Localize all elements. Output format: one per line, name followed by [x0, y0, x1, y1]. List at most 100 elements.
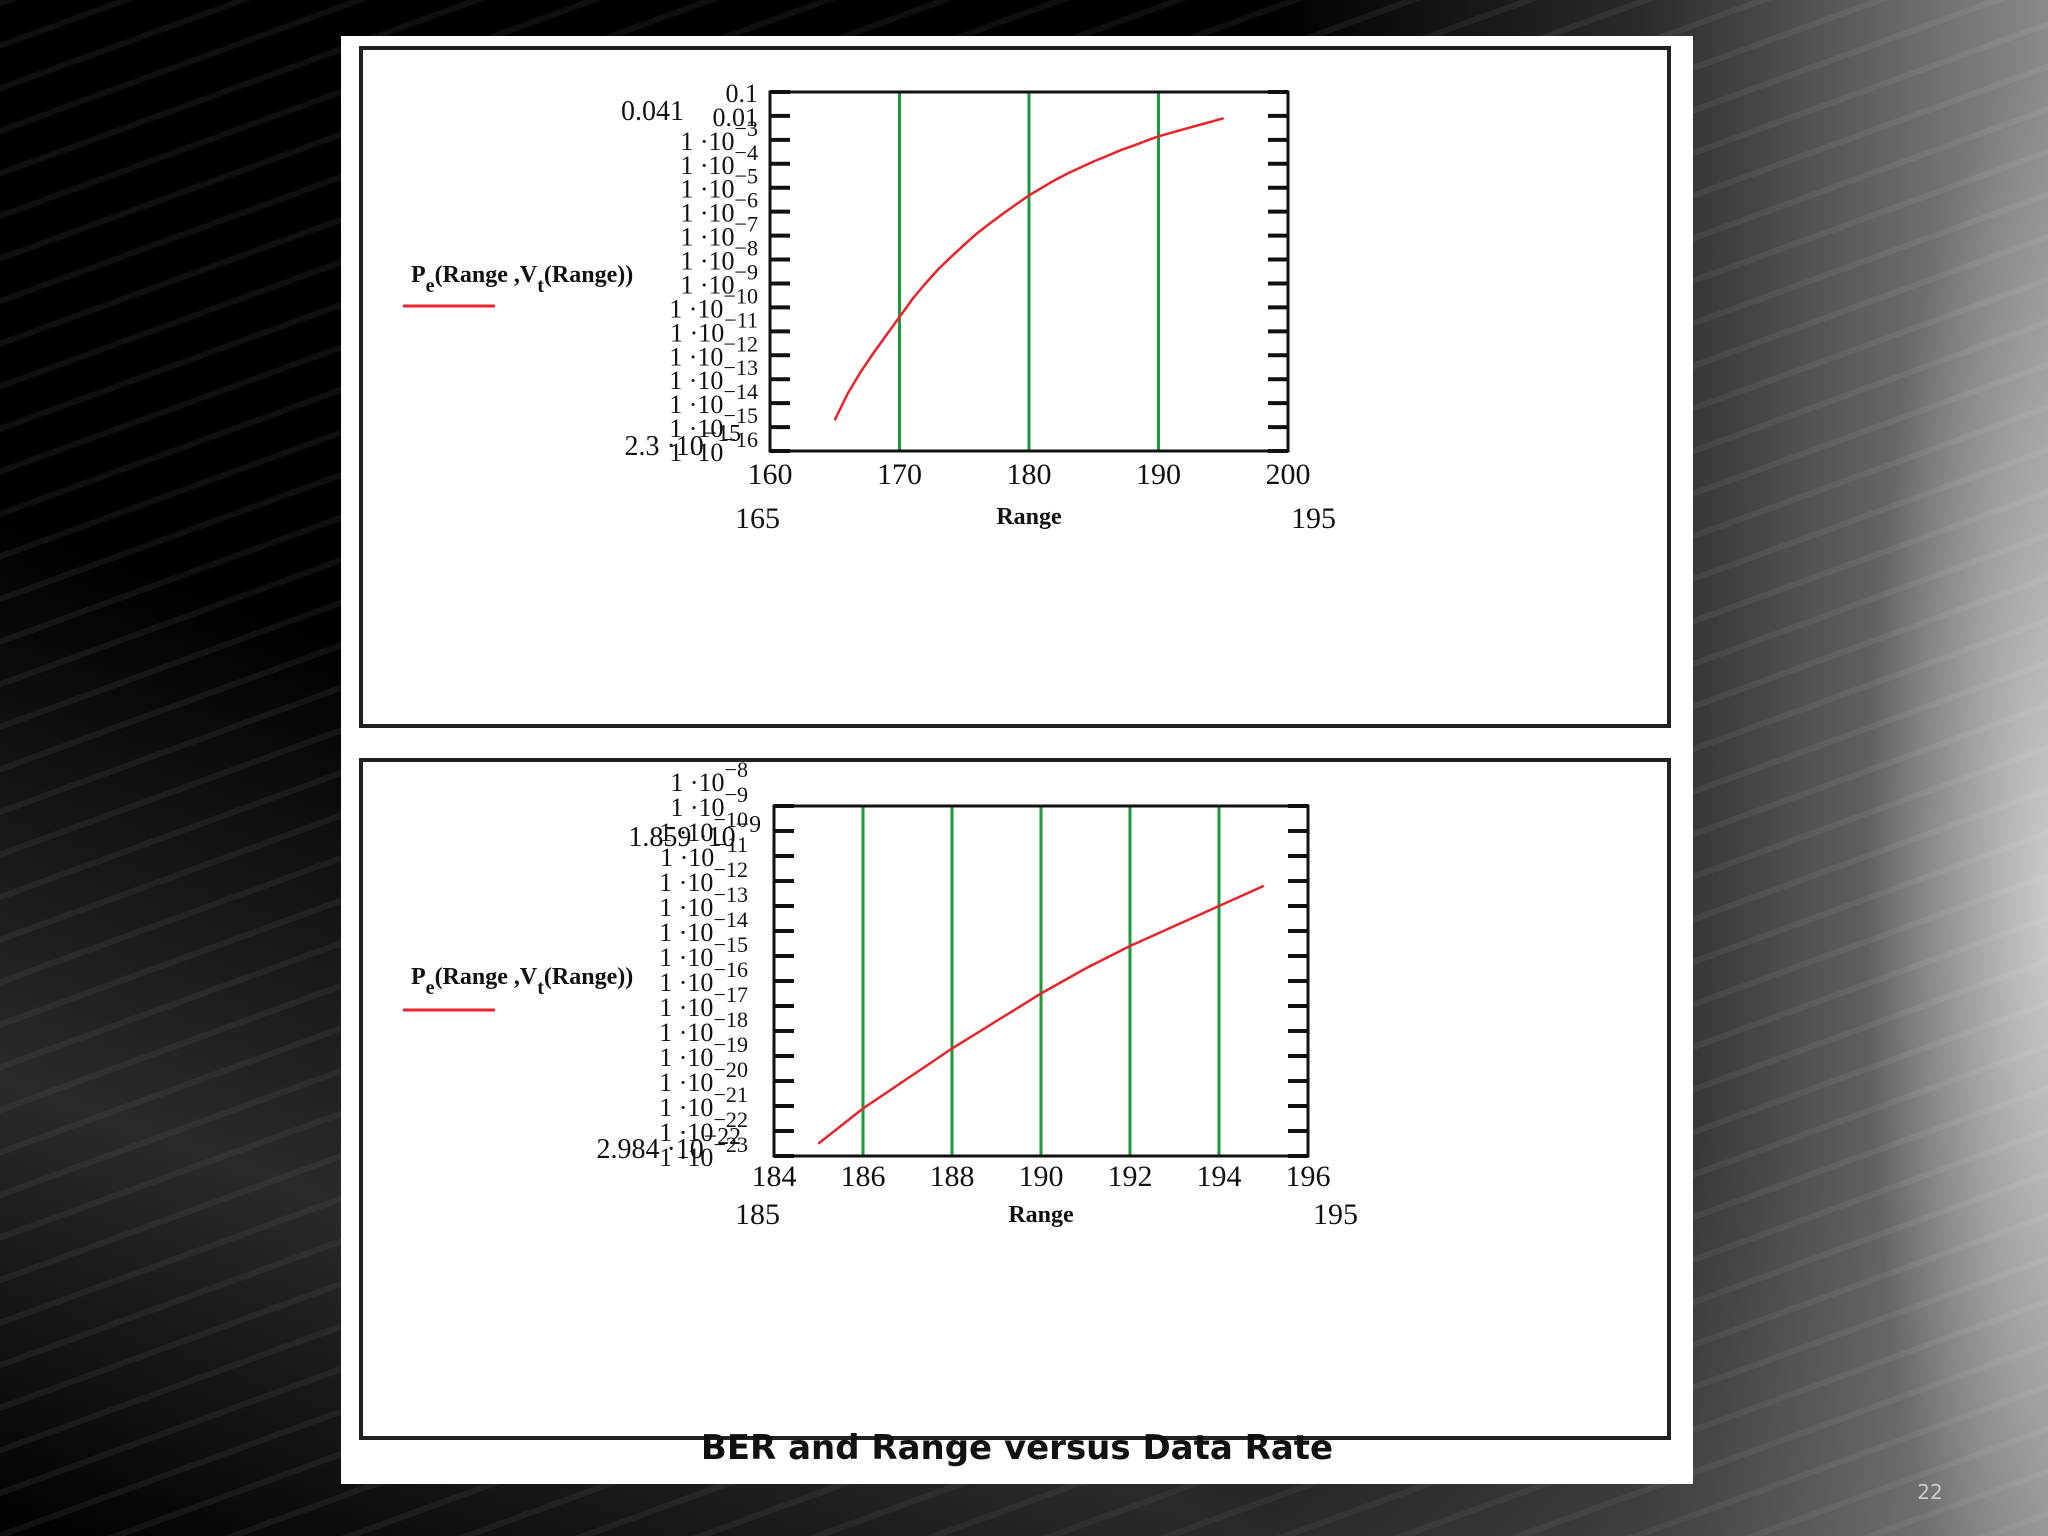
series-point [898, 316, 901, 318]
y-tick-label: 1 ·10−6 [680, 188, 758, 228]
x-min-readout: 185 [735, 1198, 780, 1231]
series-point [1157, 135, 1160, 138]
y-tick-label: 1 ·10−15 [659, 932, 748, 972]
series-point [937, 268, 940, 270]
series-point [911, 298, 914, 300]
series-point [846, 392, 849, 395]
figure-panel: 0.1 0.01 1 ·10−3 1 ·10−4 1 ·10−5 1 ·10−6 1 ·10… [341, 36, 1693, 1484]
series-point [1015, 203, 1017, 206]
y-tick-label: 1 ·10−9 [670, 782, 748, 822]
series-point [1218, 905, 1220, 907]
ber-range-chart-1: 0.1 0.01 1 ·10−3 1 ·10−4 1 ·10−5 1 ·10−6 1 ·10… [359, 46, 1671, 728]
y-min-readout: 2.984 ·10−22 [596, 1124, 741, 1165]
chart-1-svg: 0.10.011 ·10−31 ·10−41 ·10−51 ·10−6 1 ·10… [403, 79, 1336, 535]
series-point [862, 1107, 864, 1110]
x-axis-label: Range [996, 504, 1062, 530]
y-tick-label: 1 ·10−8 [680, 236, 758, 276]
x-tick-label: 190 [1019, 1160, 1064, 1193]
x-max-readout: 195 [1313, 1198, 1358, 1231]
y-max-readout: 0.041 [621, 96, 684, 127]
y-axis-label: Pe(Range ,Vt(Range)) [411, 964, 633, 999]
y-tick-label: 1 ·10−3 [680, 116, 758, 156]
y-tick-label: 1 ·10−17 [659, 982, 748, 1022]
x-tick-label: 180 [1007, 458, 1052, 491]
series-point [1262, 885, 1265, 887]
x-min-readout: 165 [735, 502, 780, 535]
x-tick-label: 190 [1136, 458, 1181, 491]
y-tick-label: 0.1 [726, 79, 759, 108]
series-point [1173, 925, 1176, 927]
slide-number: 22 [1917, 1480, 1943, 1504]
series-point [1041, 186, 1043, 189]
y-min-readout: 2.3 ·10−15 [624, 421, 741, 462]
y-tick-label: 1 ·10−19 [659, 1032, 748, 1072]
series-point [1129, 945, 1131, 947]
series-point [1196, 124, 1199, 127]
y-tick-label: 1 ·10−15 [669, 403, 758, 443]
x-tick-label: 188 [930, 1160, 975, 1193]
x-max-readout: 195 [1291, 502, 1336, 535]
y-tick-label: 0.01 [713, 103, 759, 132]
series-point [989, 222, 991, 224]
series-point [1170, 131, 1173, 134]
series-point [973, 1033, 976, 1036]
series-point [885, 334, 888, 336]
series-point [951, 1047, 953, 1050]
y-axis-label: Pe(Range ,Vt(Range)) [411, 262, 633, 297]
series-point [1054, 179, 1056, 181]
y-tick-label: 1 ·10−4 [680, 140, 758, 180]
series-point [1144, 140, 1147, 142]
x-tick-label: 170 [877, 458, 922, 491]
series-point [872, 352, 875, 354]
y-tick-label: 1 ·10−13 [669, 355, 758, 395]
series-point [817, 1142, 820, 1145]
series-point [839, 1125, 842, 1127]
series-point [1183, 128, 1186, 130]
y-tick-label: 1 ·10−5 [680, 164, 758, 204]
y-tick-label: 1 ·10−22 [659, 1107, 748, 1147]
y-tick-label: 1 ·10−14 [659, 907, 748, 947]
x-tick-label: 192 [1108, 1160, 1153, 1193]
y-tick-label: 1 ·10−9 [680, 259, 758, 299]
series-point [859, 371, 862, 373]
x-tick-label: 194 [1197, 1160, 1242, 1193]
y-tick-label: 1 ·10−18 [659, 1007, 748, 1047]
series-point [1080, 166, 1082, 169]
y-tick-label: 1 ·10−20 [659, 1057, 748, 1097]
series-point [1118, 149, 1121, 152]
plot-frame [768, 90, 1290, 453]
series-point [884, 1092, 887, 1095]
y-tick-label: 1 ·10−10 [669, 283, 758, 323]
series-point [1151, 935, 1154, 937]
y-tick-label: 1 ·10−12 [669, 331, 758, 371]
series-point [833, 419, 836, 421]
y-tick-label: 1 ·10−21 [659, 1082, 748, 1122]
series-point [1105, 155, 1108, 157]
x-tick-label: 160 [748, 458, 793, 491]
y-tick-label: 1 ·10−12 [659, 857, 748, 897]
y-tick-label: 1 ·10−13 [659, 882, 748, 922]
chart-2-svg: 1 ·10−81 ·10−91 ·10−101 ·10−111 ·10−121 … [403, 762, 1358, 1231]
ber-range-chart-2: 1 ·10−8 1 ·10−9 1 ·10−10 1 ·10−11 1 ·10−12 1 … [359, 758, 1671, 1440]
series-point [1222, 117, 1225, 120]
series-point [1017, 1006, 1020, 1009]
series-point [1240, 895, 1243, 897]
y-max-readout: 1.859 ·10−9 [628, 812, 761, 853]
x-tick-label: 200 [1266, 458, 1311, 491]
series-point [1062, 980, 1065, 982]
y-tick-label: 1 ·10−16 [659, 957, 748, 997]
series-point [995, 1020, 998, 1022]
y-tick-label: 1 ·10−10 [659, 807, 748, 847]
y-tick-label: 1 ·10−23 [659, 1132, 748, 1172]
series-point [906, 1077, 909, 1080]
series-point [924, 282, 927, 285]
y-tick-label: 1 ·10−11 [670, 307, 758, 347]
y-tick-label: 1 ·10−14 [669, 379, 758, 419]
series-point [1131, 145, 1134, 147]
series-point [976, 232, 978, 235]
y-tick-label: 1 ·10−8 [670, 762, 748, 797]
series-point [1002, 212, 1004, 215]
series-point [1106, 956, 1109, 959]
y-tick-label: 1 ·10−11 [660, 832, 748, 872]
figure-caption: BER and Range versus Data Rate [700, 1428, 1334, 1468]
